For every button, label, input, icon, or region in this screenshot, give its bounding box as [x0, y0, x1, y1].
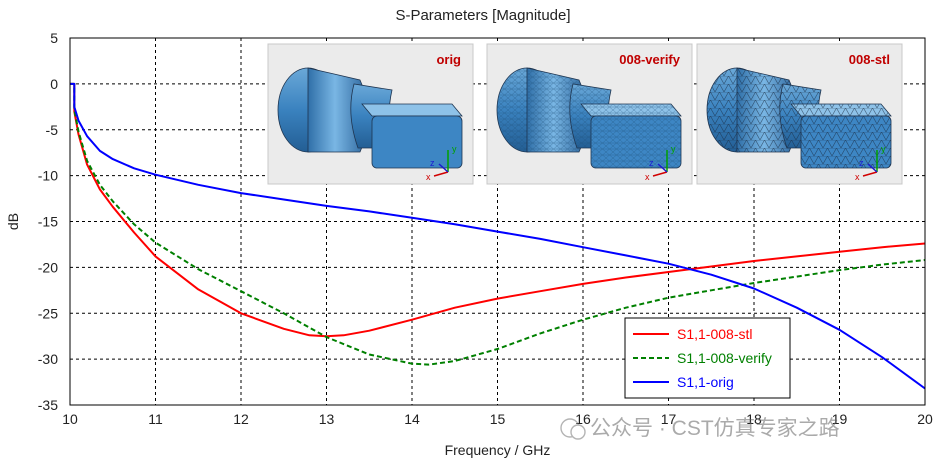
- y-tick-label: -5: [46, 122, 59, 138]
- axis-triad-icon: y xz: [426, 144, 457, 182]
- x-tick-label: 13: [319, 411, 335, 427]
- triad-x-label: x: [426, 172, 431, 182]
- legend-label: S1,1-008-stl: [677, 326, 752, 342]
- waveguide-top: [361, 103, 463, 117]
- triad-z-label: z: [859, 158, 864, 168]
- legend-label: S1,1-orig: [677, 374, 734, 390]
- watermark-text: 公众号 · CST仿真专家之路: [590, 417, 840, 440]
- axis-triad-icon: y xz: [855, 144, 886, 182]
- watermark: 公众号 · CST仿真专家之路: [560, 417, 840, 440]
- inset-label: orig: [436, 52, 461, 67]
- chart-title: S-Parameters [Magnitude]: [395, 7, 570, 24]
- y-tick-label: -25: [38, 305, 58, 321]
- model-inset-2: 008-verify y xz: [486, 43, 693, 185]
- triad-x-label: x: [645, 172, 650, 182]
- model-inset-3: 008-stl y xz: [696, 43, 903, 185]
- y-axis-label: dB: [5, 213, 21, 230]
- x-tick-label: 14: [404, 411, 420, 427]
- triad-y-label: y: [881, 144, 886, 154]
- x-tick-label: 17: [661, 411, 677, 427]
- legend-label: S1,1-008-verify: [677, 350, 772, 366]
- triad-x-axis: [862, 171, 878, 177]
- triad-z-label: z: [649, 158, 654, 168]
- legend: S1,1-008-stl S1,1-008-verify S1,1-orig: [624, 317, 791, 399]
- x-axis-label: Frequency / GHz: [445, 442, 551, 458]
- y-tick-label: -20: [38, 259, 58, 275]
- triad-x-label: x: [855, 172, 860, 182]
- y-tick-label: -30: [38, 351, 58, 367]
- x-tick-label: 16: [575, 411, 591, 427]
- x-tick-label: 19: [832, 411, 848, 427]
- y-tick-label: -15: [38, 214, 58, 230]
- triad-y-label: y: [452, 144, 457, 154]
- y-tick-label: 0: [50, 76, 58, 92]
- series-line-3: [70, 82, 926, 390]
- waveguide-top-surface-mesh: [581, 104, 681, 116]
- triad-z-label: z: [430, 158, 435, 168]
- triad-x-axis: [433, 171, 449, 177]
- triad-x-axis: [652, 171, 668, 177]
- axis-triad-icon: y xz: [645, 144, 676, 182]
- waveguide-port: [371, 115, 463, 169]
- series-line-1: [70, 82, 926, 338]
- triad-z-axis: [657, 163, 668, 173]
- y-tick-label: -35: [38, 397, 58, 413]
- triad-z-axis: [438, 163, 449, 173]
- inset-label: 008-verify: [619, 52, 680, 67]
- plot-frame: [69, 37, 926, 406]
- waveguide-port-surface-mesh: [591, 116, 681, 168]
- x-tick-label: 15: [490, 411, 506, 427]
- x-tick-label: 18: [746, 411, 762, 427]
- triad-z-axis: [867, 163, 878, 173]
- waveguide-port-surface-mesh: [801, 116, 891, 168]
- y-tick-label: -10: [38, 168, 58, 184]
- x-tick-label: 20: [917, 411, 933, 427]
- x-tick-label: 10: [62, 411, 78, 427]
- x-tick-label: 11: [148, 411, 163, 427]
- wechat-icon-bubble: [570, 424, 586, 440]
- y-tick-label: 5: [50, 30, 58, 46]
- triad-y-label: y: [671, 144, 676, 154]
- waveguide-top-surface-mesh: [791, 104, 891, 116]
- series-line-2: [70, 82, 926, 366]
- x-tick-label: 12: [233, 411, 249, 427]
- model-inset-1: orig y xz: [267, 43, 474, 185]
- inset-label: 008-stl: [849, 52, 890, 67]
